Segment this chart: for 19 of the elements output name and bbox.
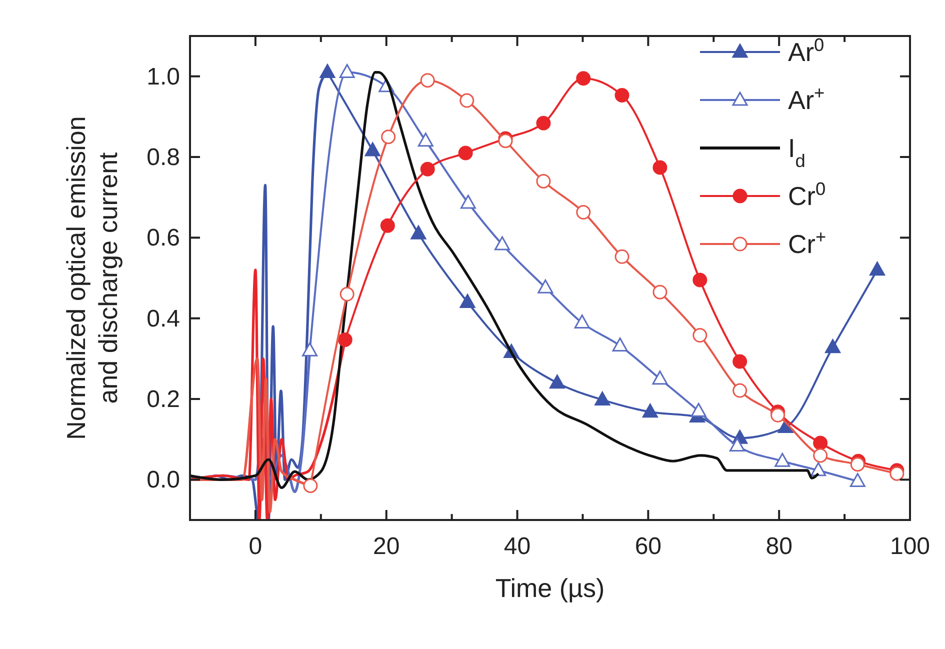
y-tick-label: 0.2 (146, 386, 180, 413)
x-tick-label: 80 (766, 533, 792, 560)
y-tick-label: 0.0 (146, 466, 180, 494)
x-tick-label: 40 (504, 533, 531, 560)
y-tick-label: 0.6 (146, 224, 180, 252)
y-tick-label: 0.4 (146, 305, 180, 332)
x-axis-title: Time (µs) (495, 573, 605, 603)
x-tick-label: 0 (248, 533, 262, 560)
x-tick-label: 60 (634, 533, 662, 560)
y-tick-label: 0.8 (146, 144, 180, 171)
legend-label: I$_{d}$ (788, 133, 806, 171)
legend-label: Cr$^{+}$ (788, 227, 826, 259)
x-tick-label: 20 (373, 533, 400, 560)
legend-label: Cr$^{0}$ (788, 179, 826, 211)
legend-label: Ar$^{+}$ (788, 83, 825, 115)
y-axis-title: Normalized optical emission and discharge current (61, 116, 123, 440)
legend-label: Ar$^{0}$ (788, 35, 824, 67)
y-tick-label: 1.0 (146, 63, 180, 90)
x-tick-label: 100 (890, 533, 930, 560)
